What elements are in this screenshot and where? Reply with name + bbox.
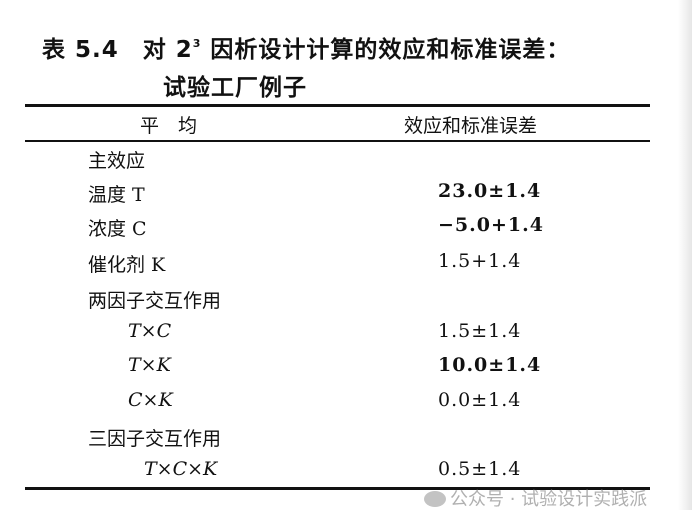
header-rule [25,140,650,142]
table-row: T×C 1.5±1.4 [0,320,692,352]
table-row: 主效应 [0,146,692,178]
caption-superscript: 3 [192,37,202,50]
row-label: 浓度 C [88,218,147,240]
table-row: 两因子交互作用 [0,286,692,318]
bottom-rule [25,487,650,490]
table-caption: 表 5.4 对 23 因析设计计算的效应和标准误差： [42,30,570,64]
row-value: 10.0±1.4 [438,354,542,376]
watermark-text: 公众号 · 试验设计实践派 [450,489,648,510]
row-label: T×C×K [144,458,218,480]
row-label: C×K [128,389,173,411]
row-value: 0.0±1.4 [438,389,522,411]
header-right: 效应和标准误差 [404,115,538,137]
row-label: 催化剂 K [88,254,166,276]
row-label: T×K [128,354,171,376]
caption-suffix: 因析设计计算的效应和标准误差： [201,37,571,63]
row-value: −5.0+1.4 [438,214,544,236]
top-rule [25,104,650,107]
row-value: 0.5±1.4 [438,458,522,480]
table-row: 三因子交互作用 [0,424,692,456]
row-label: 温度 T [88,184,145,206]
row-value: 1.5±1.4 [438,320,522,342]
header-left: 平 均 [140,115,198,137]
table-row: C×K 0.0±1.4 [0,389,692,421]
scan-edge [678,0,692,510]
table-row: T×C×K 0.5±1.4 [0,458,692,490]
row-label: 三因子交互作用 [88,428,222,450]
row-value: 23.0±1.4 [438,180,542,202]
table-row: 催化剂 K 1.5+1.4 [0,250,692,282]
table-row: 温度 T 23.0±1.4 [0,180,692,212]
watermark: 公众号 · 试验设计实践派 [424,491,647,509]
caption-prefix: 表 5.4 对 2 [42,37,193,63]
row-label: 两因子交互作用 [88,290,222,312]
table-caption-line2: 试验工厂例子 [163,75,307,101]
row-value: 1.5+1.4 [438,250,522,272]
row-label: 主效应 [88,150,146,172]
row-label: T×C [128,320,172,342]
table-row: 浓度 C −5.0+1.4 [0,214,692,246]
table-row: T×K 10.0±1.4 [0,354,692,386]
wechat-icon [424,491,446,507]
